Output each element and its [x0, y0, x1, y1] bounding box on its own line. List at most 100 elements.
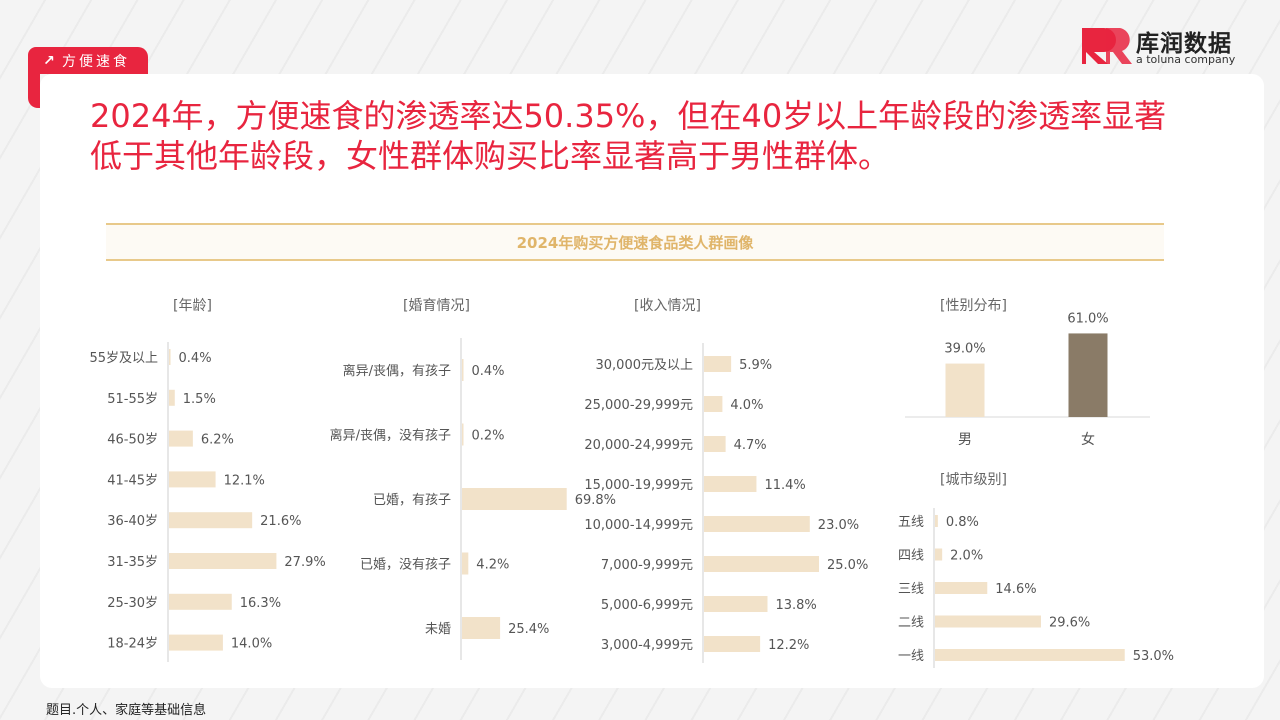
city-category-label: 三线 — [898, 582, 924, 597]
income-category-label: 7,000-9,999元 — [601, 558, 693, 573]
city-bar — [935, 515, 938, 527]
income-bar — [704, 516, 810, 532]
income-category-label: 25,000-29,999元 — [584, 398, 693, 413]
age-value-label: 21.6% — [260, 514, 301, 529]
income-bar — [704, 596, 768, 612]
section-tag-label: 方便速食 — [62, 53, 130, 70]
city-value-label: 2.0% — [950, 549, 983, 564]
city-category-label: 二线 — [898, 616, 924, 631]
city-value-label: 14.6% — [995, 582, 1036, 597]
income-bar — [704, 636, 761, 652]
section-tag: ↗ 方便速食 — [28, 47, 148, 74]
logo-name-cn: 库润数据 — [1136, 31, 1232, 57]
logo-name-en: a toluna company — [1136, 53, 1236, 66]
income-category-label: 30,000元及以上 — [596, 358, 694, 373]
age-category-label: 36-40岁 — [107, 514, 158, 529]
marriage-bar — [462, 359, 464, 381]
age-bar — [169, 553, 277, 569]
logo-mark-icon — [1082, 28, 1132, 64]
marriage-category-label: 已婚，有孩子 — [373, 493, 451, 508]
city-panel-title: [城市级别] — [940, 472, 1007, 488]
gender-value-label: 39.0% — [944, 342, 985, 357]
income-category-label: 15,000-19,999元 — [584, 478, 693, 493]
age-value-label: 0.4% — [179, 351, 212, 366]
age-value-label: 27.9% — [284, 555, 325, 570]
arrow-up-right-icon: ↗ — [43, 52, 55, 69]
marriage-category-label: 已婚，没有孩子 — [360, 558, 451, 573]
income-value-label: 13.8% — [775, 598, 816, 613]
gender-category-label: 男 — [958, 432, 972, 448]
age-category-label: 25-30岁 — [107, 596, 158, 611]
city-bar — [935, 615, 1041, 628]
gender-bar — [945, 363, 985, 417]
city-bar — [935, 582, 988, 594]
footnote: 题目.个人、家庭等基础信息 — [46, 703, 207, 718]
banner-title: 2024年购买方便速食品类人群画像 — [106, 223, 1164, 261]
age-bar — [169, 430, 193, 447]
city-category-label: 四线 — [898, 549, 924, 564]
marriage-category-label: 离异/丧偶，没有孩子 — [330, 428, 451, 444]
gender-bar — [1068, 333, 1108, 417]
gender-panel-title: [性别分布] — [940, 298, 1007, 314]
city-category-label: 一线 — [898, 649, 924, 664]
age-bar — [169, 593, 232, 610]
brand-logo: 库润数据 a toluna company — [1080, 22, 1255, 70]
income-value-label: 11.4% — [764, 478, 805, 493]
age-bar — [169, 389, 175, 406]
income-value-label: 4.0% — [730, 398, 763, 413]
age-bar — [169, 634, 223, 651]
income-bar — [704, 476, 757, 492]
age-bar — [169, 349, 171, 365]
income-value-label: 25.0% — [827, 558, 868, 573]
income-bar — [704, 356, 732, 372]
income-bar — [704, 436, 726, 452]
marriage-category-label: 离异/丧偶，有孩子 — [343, 363, 451, 379]
marriage-value-label: 69.8% — [575, 493, 616, 508]
income-category-label: 5,000-6,999元 — [601, 598, 693, 613]
marriage-value-label: 0.4% — [472, 364, 505, 379]
income-panel-title: [收入情况] — [634, 298, 701, 314]
section-tag-fold — [28, 73, 40, 108]
marriage-value-label: 25.4% — [508, 622, 549, 637]
age-bar — [169, 471, 216, 488]
city-value-label: 53.0% — [1133, 649, 1174, 664]
marriage-panel-title: [婚育情况] — [403, 298, 470, 314]
age-value-label: 12.1% — [224, 473, 265, 488]
city-value-label: 0.8% — [946, 515, 979, 530]
marriage-value-label: 4.2% — [476, 558, 509, 573]
income-value-label: 4.7% — [734, 438, 767, 453]
marriage-bar — [462, 488, 567, 510]
age-value-label: 16.3% — [240, 596, 281, 611]
income-bar — [704, 556, 819, 572]
age-category-label: 51-55岁 — [107, 392, 158, 407]
city-category-label: 五线 — [898, 515, 924, 530]
age-panel-title: [年龄] — [173, 298, 212, 314]
age-category-label: 31-35岁 — [107, 555, 158, 570]
age-category-label: 55岁及以上 — [89, 351, 158, 366]
city-value-label: 29.6% — [1049, 616, 1090, 631]
city-bar — [935, 649, 1125, 661]
age-value-label: 6.2% — [201, 433, 234, 448]
income-category-label: 20,000-24,999元 — [584, 438, 693, 453]
age-category-label: 18-24岁 — [107, 637, 158, 652]
income-category-label: 3,000-4,999元 — [601, 638, 693, 653]
income-category-label: 10,000-14,999元 — [584, 518, 693, 533]
age-bar — [169, 512, 253, 529]
gender-category-label: 女 — [1081, 431, 1095, 448]
marriage-value-label: 0.2% — [472, 429, 505, 444]
age-value-label: 1.5% — [183, 392, 216, 407]
content-card — [40, 74, 1264, 688]
income-bar — [704, 396, 723, 412]
marriage-bar — [462, 552, 469, 575]
income-value-label: 5.9% — [739, 358, 772, 373]
city-bar — [935, 548, 943, 561]
age-category-label: 46-50岁 — [107, 433, 158, 448]
gender-value-label: 61.0% — [1067, 311, 1108, 326]
income-value-label: 23.0% — [818, 518, 859, 533]
marriage-bar — [462, 423, 464, 446]
age-value-label: 14.0% — [231, 637, 272, 652]
headline: 2024年，方便速食的渗透率达50.35%，但在40岁以上年龄段的渗透率显著低于… — [90, 97, 1167, 175]
marriage-category-label: 未婚 — [425, 622, 451, 637]
age-category-label: 41-45岁 — [107, 473, 158, 488]
